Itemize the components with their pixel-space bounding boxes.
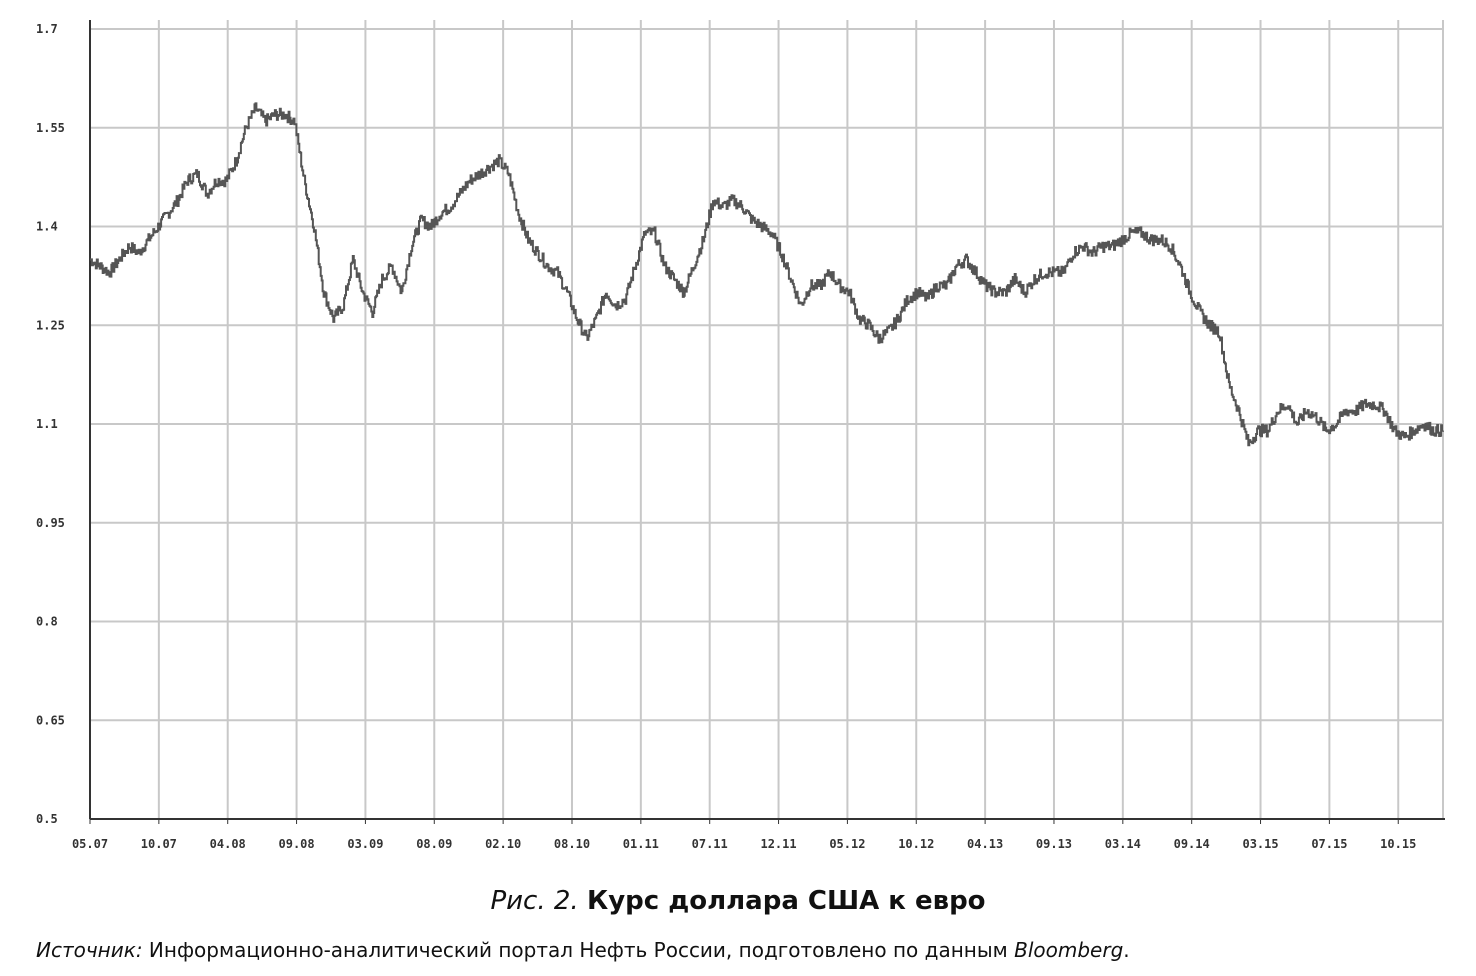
y-tick-label: 1.1 (36, 417, 58, 431)
x-tick-label: 09.08 (279, 837, 315, 851)
x-tick-label: 09.13 (1036, 837, 1072, 851)
figure-title: Курс доллара США к евро (586, 886, 986, 916)
y-tick-label: 0.95 (36, 516, 65, 530)
y-tick-labels: 0.5 0.65 0.8 0.95 1.1 1.25 1.4 1.55 1.7 (36, 22, 65, 826)
axes (89, 20, 1445, 824)
x-tick-label: 09.14 (1174, 837, 1210, 851)
line-chart: 0.5 0.65 0.8 0.95 1.1 1.25 1.4 1.55 1.7 05.07 10.… (36, 20, 1445, 851)
figure-label: Рис. 2. (490, 886, 579, 916)
x-tick-label: 01.11 (623, 837, 659, 851)
source-text: Информационно-аналитический портал Нефть… (142, 938, 1015, 962)
y-tick-label: 0.5 (36, 812, 58, 826)
series-line (90, 102, 1444, 447)
x-tick-label: 07.11 (692, 837, 728, 851)
x-tick-label: 07.15 (1311, 837, 1347, 851)
x-tick-label: 10.15 (1380, 837, 1416, 851)
x-tick-label: 05.12 (829, 837, 865, 851)
y-tick-label: 0.8 (36, 615, 58, 629)
y-tick-label: 1.25 (36, 318, 65, 332)
x-tick-label: 12.11 (760, 837, 796, 851)
x-tick-label: 10.12 (898, 837, 934, 851)
x-tick-label: 03.09 (347, 837, 383, 851)
x-tick-label: 04.13 (967, 837, 1003, 851)
x-tick-label: 03.14 (1105, 837, 1141, 851)
source-label: Источник: (36, 938, 143, 962)
x-tick-label: 05.07 (72, 837, 108, 851)
figure-caption: Рис. 2. Курс доллара США к евро (0, 886, 1476, 916)
y-tick-label: 1.7 (36, 22, 58, 36)
x-tick-label: 03.15 (1242, 837, 1278, 851)
x-tick-label: 10.07 (141, 837, 177, 851)
source-end: . (1123, 938, 1130, 962)
x-tick-labels: 05.07 10.07 04.08 09.08 03.09 08.09 02.10 08.10… (72, 837, 1416, 851)
series (90, 102, 1444, 447)
source-note: Источник: Информационно-аналитический по… (36, 938, 1130, 962)
x-tick-label: 08.10 (554, 837, 590, 851)
grid (90, 20, 1444, 820)
y-tick-label: 1.4 (36, 220, 58, 234)
y-tick-label: 1.55 (36, 121, 65, 135)
x-tick-label: 04.08 (210, 837, 246, 851)
y-tick-label: 0.65 (36, 713, 65, 727)
x-tick-label: 02.10 (485, 837, 521, 851)
x-tick-label: 08.09 (416, 837, 452, 851)
source-brand: Bloomberg (1014, 938, 1124, 962)
